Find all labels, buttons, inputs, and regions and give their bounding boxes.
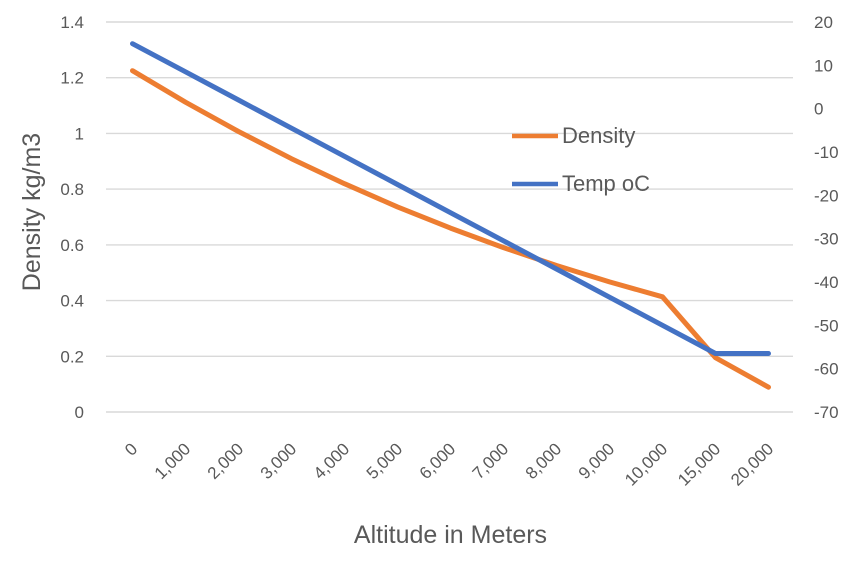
y-axis-right-tick-label: -30 (814, 230, 839, 249)
y-axis-right-tick-label: 20 (814, 13, 833, 32)
y-axis-right-tick-label: 10 (814, 56, 833, 75)
series-line-temp-oc (130, 41, 771, 356)
y-axis-right-tick-label: -20 (814, 186, 839, 205)
series-line-density (130, 68, 771, 390)
y-axis-title: Density kg/m3 (18, 133, 46, 291)
y-axis-right-tick-label: -70 (814, 403, 839, 422)
y-axis-left-tick-label: 0.2 (60, 347, 84, 366)
legend-label-temp-oc: Temp oC (562, 171, 650, 196)
legend-label-density: Density (562, 123, 635, 148)
y-axis-left-tick-label: 1 (75, 124, 84, 143)
y-axis-right-tick-label: -50 (814, 316, 839, 335)
y-axis-right-tick-label: 0 (814, 100, 823, 119)
y-axis-left-tick-label: 0.4 (60, 292, 84, 311)
y-axis-left-tick-label: 0.6 (60, 236, 84, 255)
y-axis-left-tick-label: 0 (75, 403, 84, 422)
y-axis-right-tick-label: -60 (814, 360, 839, 379)
y-axis-left-tick-label: 1.4 (60, 13, 84, 32)
y-axis-right-tick-label: -10 (814, 143, 839, 162)
y-axis-left-tick-label: 0.8 (60, 180, 84, 199)
y-axis-left-tick-label: 1.2 (60, 69, 84, 88)
y-axis-right-tick-label: -40 (814, 273, 839, 292)
x-axis-title: Altitude in Meters (354, 521, 547, 549)
